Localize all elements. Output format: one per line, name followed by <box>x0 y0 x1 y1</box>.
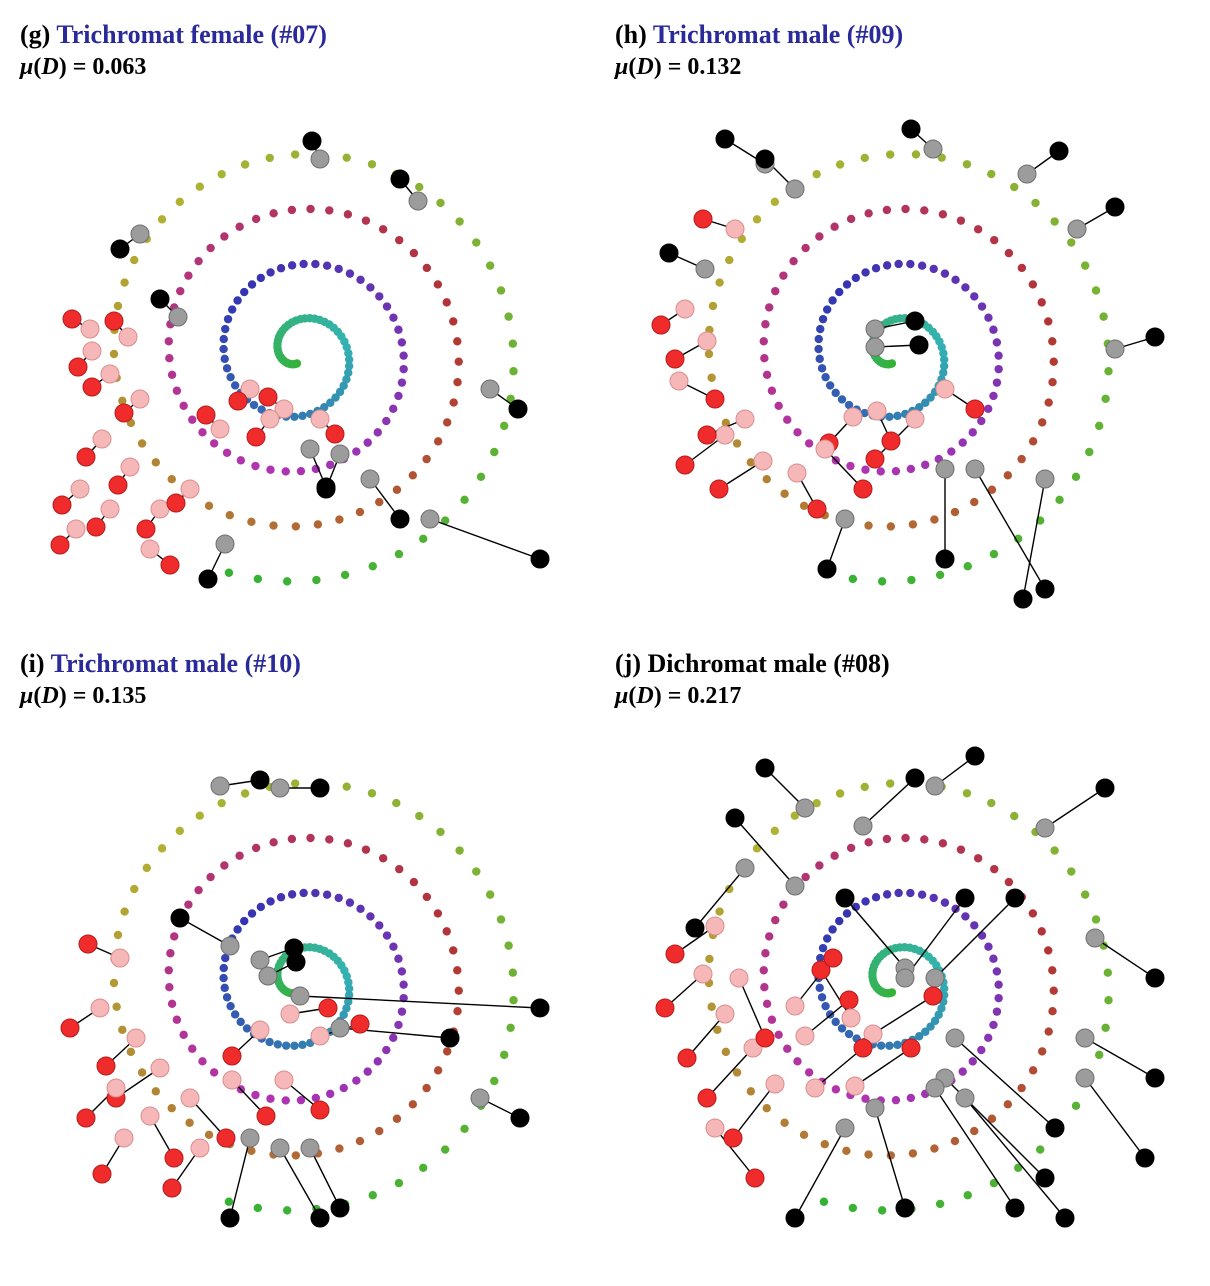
panel-h-tag: (h) <box>615 20 653 49</box>
panel-g-mu-value: 0.063 <box>92 54 146 80</box>
match-lines <box>60 141 540 579</box>
panel-h: (h) Trichromat male (#09) μ(D) = 0.132 <box>615 20 1190 619</box>
panel-g-subject: Trichromat female (#07) <box>56 20 327 49</box>
panel-g-tag: (g) <box>20 20 56 49</box>
panel-h-subject: Trichromat male (#09) <box>653 20 903 49</box>
panel-j-mu-value: 0.217 <box>687 683 741 709</box>
match-points <box>61 771 549 1227</box>
panel-j-title: (j) Dichromat male (#08) <box>615 649 1190 679</box>
match-points <box>51 132 549 588</box>
panel-i-subject: Trichromat male (#10) <box>51 649 301 678</box>
panel-j-tag: (j) <box>615 649 647 678</box>
panel-g: (g) Trichromat female (#07) μ(D) = 0.063 <box>20 20 595 619</box>
panel-i-title: (i) Trichromat male (#10) <box>20 649 595 679</box>
panel-i-tag: (i) <box>20 649 51 678</box>
panel-g-plot <box>20 89 580 619</box>
match-points <box>652 120 1164 608</box>
panel-j-subject: Dichromat male (#08) <box>647 649 889 678</box>
panel-i-mu-value: 0.135 <box>92 683 146 709</box>
panel-j: (j) Dichromat male (#08) μ(D) = 0.217 <box>615 649 1190 1248</box>
panel-i: (i) Trichromat male (#10) μ(D) = 0.135 <box>20 649 595 1248</box>
color-spiral <box>705 150 1113 585</box>
match-lines <box>661 129 1155 599</box>
panel-j-mu: μ(D) = 0.217 <box>615 683 1190 710</box>
panel-h-plot <box>615 89 1175 619</box>
panel-h-mu: μ(D) = 0.132 <box>615 54 1190 81</box>
panel-h-title: (h) Trichromat male (#09) <box>615 20 1190 50</box>
panel-h-mu-value: 0.132 <box>687 54 741 80</box>
panel-g-mu: μ(D) = 0.063 <box>20 54 595 81</box>
panel-j-plot <box>615 718 1175 1248</box>
panel-i-mu: μ(D) = 0.135 <box>20 683 595 710</box>
color-spiral <box>110 150 518 585</box>
figure-grid: (g) Trichromat female (#07) μ(D) = 0.063… <box>20 20 1190 1248</box>
panel-g-title: (g) Trichromat female (#07) <box>20 20 595 50</box>
color-spiral <box>705 779 1113 1214</box>
panel-i-plot <box>20 718 580 1248</box>
